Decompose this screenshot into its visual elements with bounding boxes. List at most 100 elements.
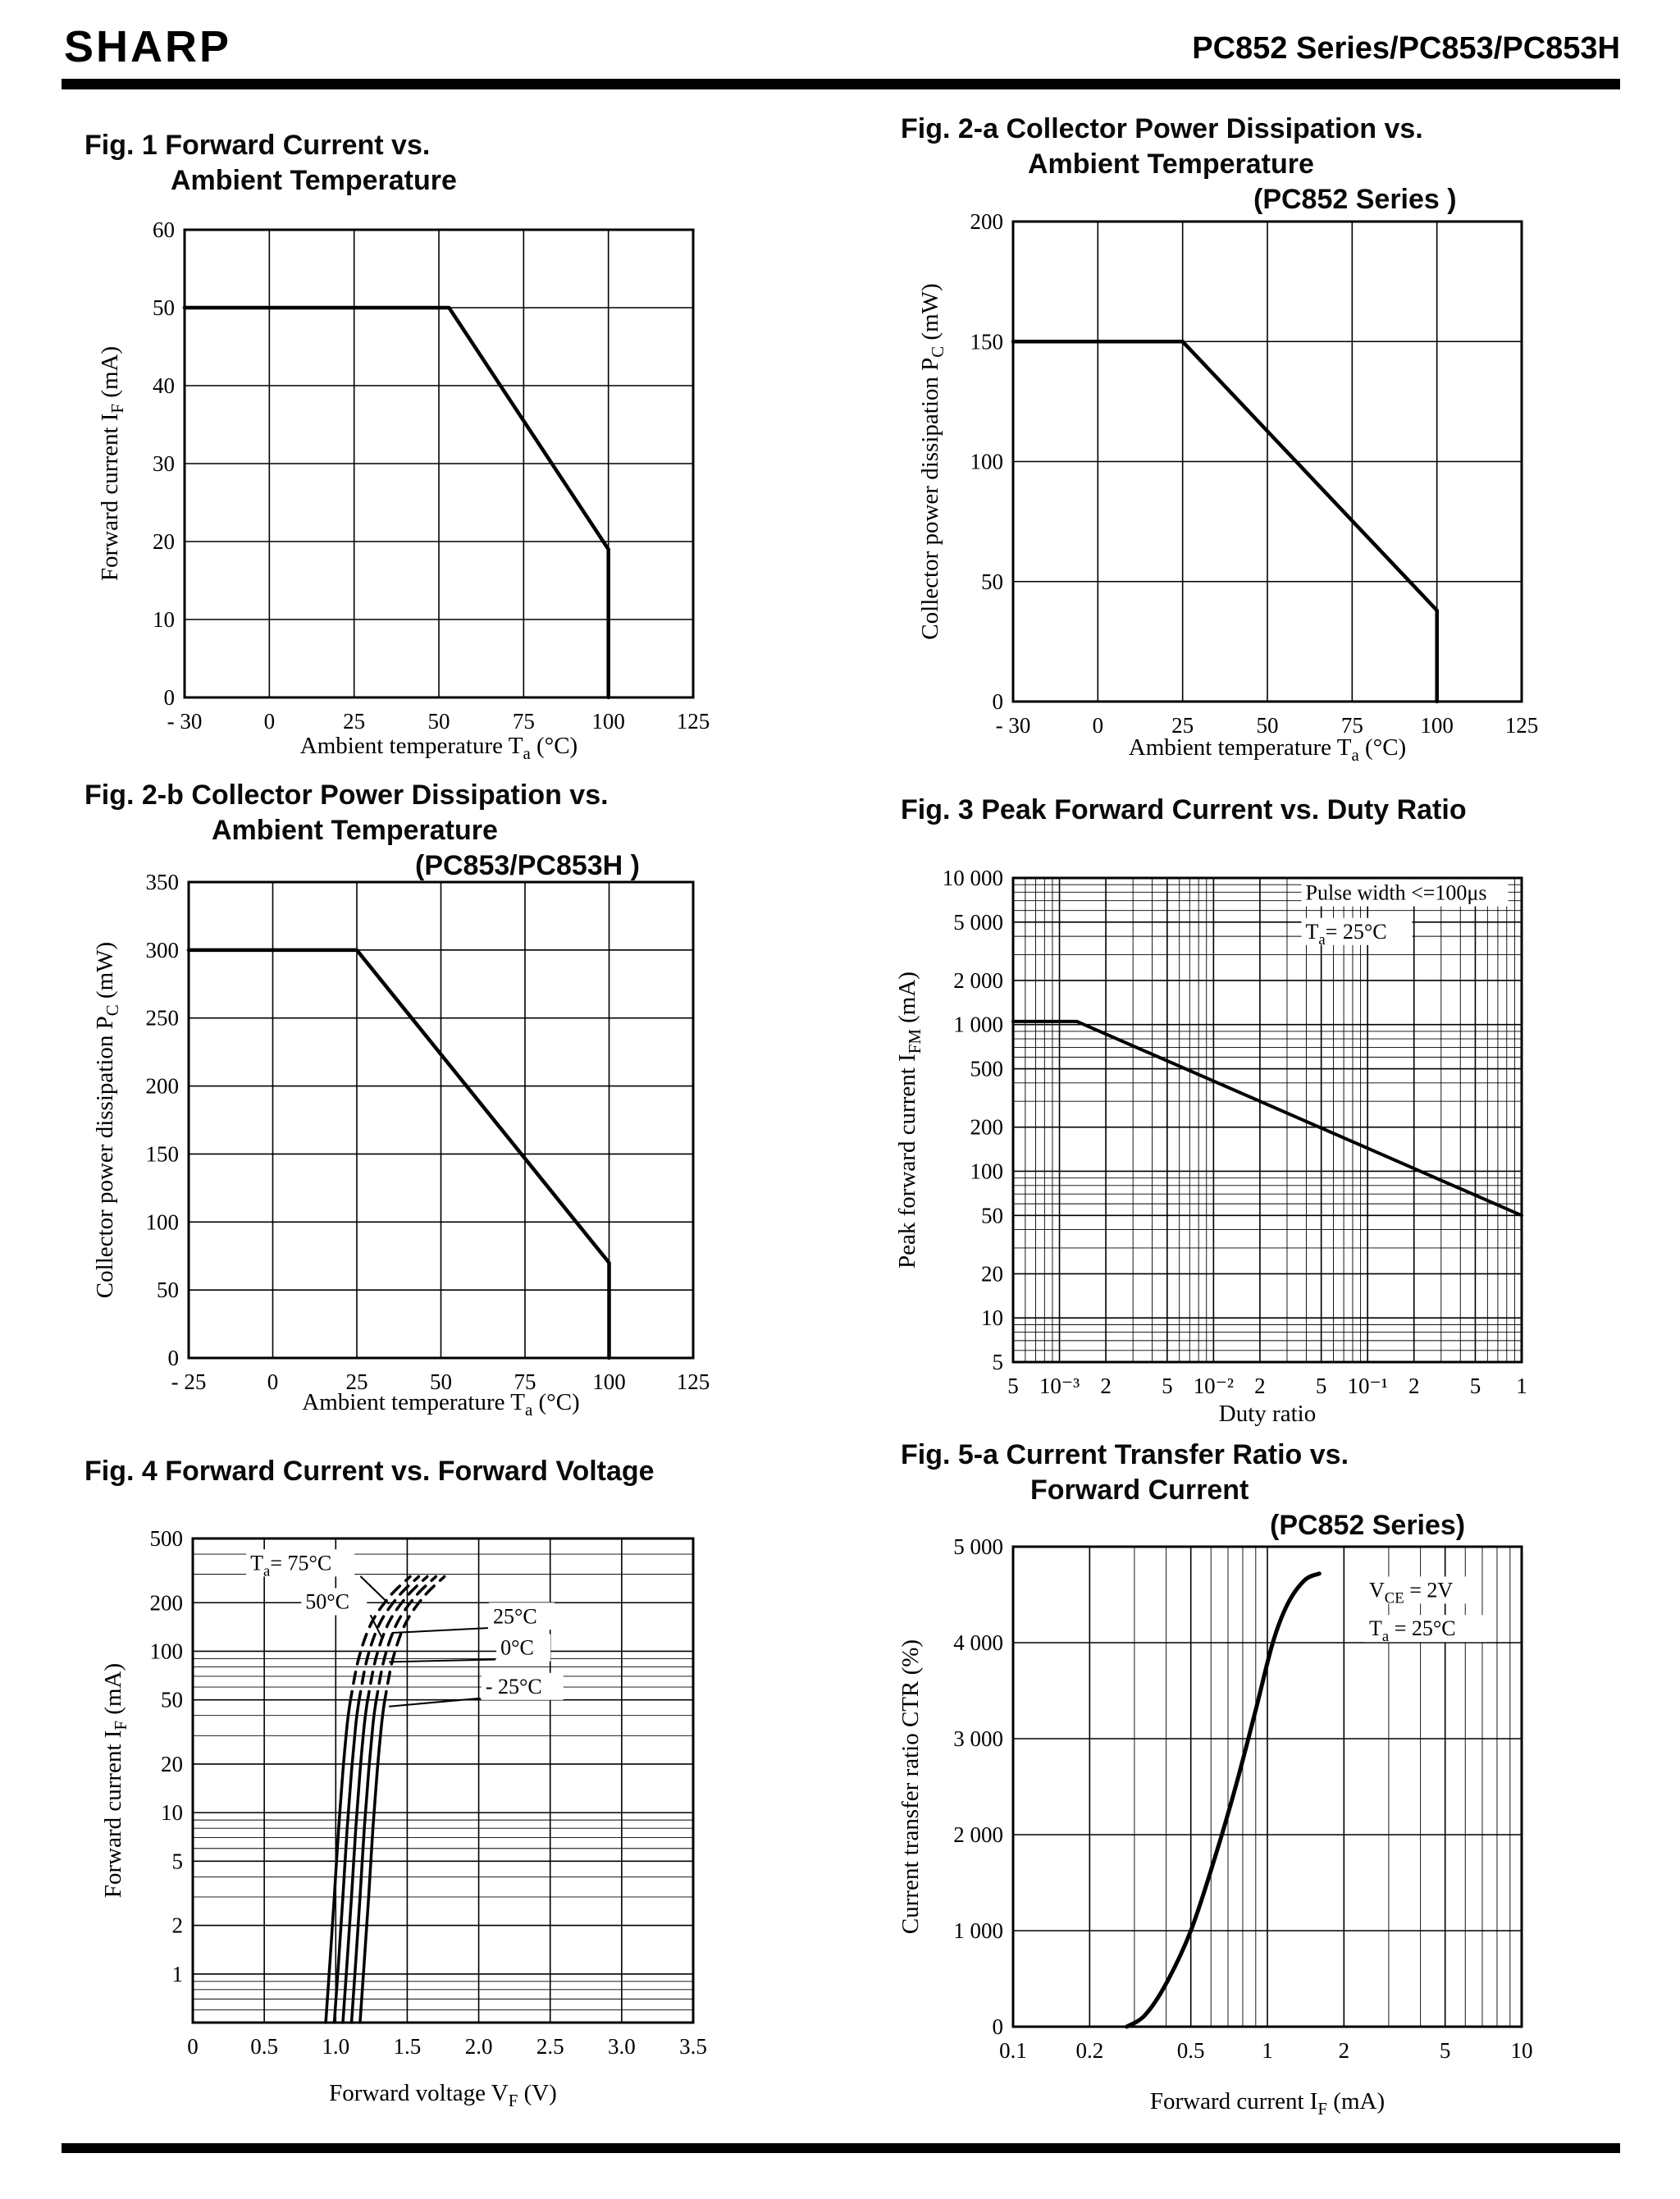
svg-text:0: 0 bbox=[993, 2014, 1004, 2039]
svg-text:Forward current IF (mA): Forward current IF (mA) bbox=[100, 1663, 130, 1898]
svg-text:50: 50 bbox=[981, 1203, 1003, 1228]
svg-text:Ta= 75°C: Ta= 75°C bbox=[250, 1551, 331, 1580]
svg-text:2: 2 bbox=[172, 1913, 184, 1938]
svg-text:2: 2 bbox=[1408, 1374, 1420, 1398]
svg-text:75: 75 bbox=[514, 1369, 536, 1394]
svg-text:1: 1 bbox=[172, 1962, 184, 1986]
svg-text:Ambient temperature Ta (°C): Ambient temperature Ta (°C) bbox=[300, 733, 578, 763]
svg-text:100: 100 bbox=[150, 1639, 184, 1663]
svg-text:5: 5 bbox=[1470, 1374, 1481, 1398]
svg-text:25: 25 bbox=[346, 1369, 368, 1394]
figure-5a-title: Fig. 5-a Current Transfer Ratio vs. Forw… bbox=[901, 1438, 1465, 1543]
figure-4-title: Fig. 4 Forward Current vs. Forward Volta… bbox=[84, 1454, 655, 1489]
svg-text:5 000: 5 000 bbox=[953, 1534, 1003, 1559]
svg-text:50: 50 bbox=[157, 1278, 179, 1302]
figure-1-chart: - 30 0 25 50 75 100 125 0 10 20 30 40 50 60 Ambient te… bbox=[62, 197, 751, 775]
svg-text:50: 50 bbox=[430, 1369, 452, 1394]
figure-5a-chart: 0.1 0.2 0.5 1 2 5 10 0 1 000 2 000 3 000 4 000 5 000… bbox=[890, 1522, 1612, 2133]
svg-text:10: 10 bbox=[1511, 2038, 1533, 2063]
svg-text:250: 250 bbox=[146, 1006, 180, 1031]
svg-text:100: 100 bbox=[592, 1369, 626, 1394]
svg-text:5: 5 bbox=[1316, 1374, 1327, 1398]
svg-text:Ambient temperature Ta (°C): Ambient temperature Ta (°C) bbox=[302, 1389, 579, 1420]
svg-text:200: 200 bbox=[970, 1115, 1004, 1140]
figure-5a-title-line3: (PC852 Series) bbox=[1270, 1510, 1466, 1541]
svg-text:Pulse width <=100μs: Pulse width <=100μs bbox=[1306, 881, 1487, 905]
svg-text:1.5: 1.5 bbox=[394, 2034, 422, 2059]
figure-2b-chart: - 25 0 25 50 75 100 125 0 50 100 150 200 250 300 350 Am… bbox=[62, 853, 751, 1448]
figure-5a-title-line2: Forward Current bbox=[1030, 1474, 1249, 1506]
figure-2b-title-line3: (PC853/PC853H ) bbox=[415, 850, 641, 881]
figure-3-chart: 5 10⁻³ 2 5 10⁻² 2 5 10⁻¹ 2 5 1 5 10 20 50 100 200 500 1 00… bbox=[890, 853, 1612, 1432]
svg-text:20: 20 bbox=[981, 1261, 1003, 1286]
svg-text:0: 0 bbox=[187, 2034, 199, 2059]
svg-text:100: 100 bbox=[146, 1209, 180, 1234]
svg-text:0: 0 bbox=[168, 1346, 180, 1370]
svg-text:100: 100 bbox=[970, 1159, 1004, 1183]
svg-text:75: 75 bbox=[513, 709, 535, 734]
svg-text:500: 500 bbox=[970, 1057, 1004, 1081]
svg-text:0.5: 0.5 bbox=[250, 2034, 278, 2059]
svg-text:Forward voltage VF (V): Forward voltage VF (V) bbox=[329, 2080, 557, 2110]
svg-text:50: 50 bbox=[981, 569, 1003, 594]
svg-text:Ambient temperature Ta (°C): Ambient temperature Ta (°C) bbox=[1129, 734, 1406, 765]
svg-text:Ta = 25°C: Ta = 25°C bbox=[1369, 1616, 1456, 1645]
svg-text:Collector power dissipation PC: Collector power dissipation PC (mW) bbox=[92, 942, 122, 1298]
svg-text:125: 125 bbox=[1505, 713, 1539, 738]
svg-text:50°C: 50°C bbox=[305, 1590, 349, 1614]
svg-text:125: 125 bbox=[677, 1369, 710, 1394]
fig2b-svg: - 25 0 25 50 75 100 125050100150200250300350Am… bbox=[92, 870, 710, 1420]
svg-text:40: 40 bbox=[153, 373, 175, 398]
svg-text:350: 350 bbox=[146, 870, 180, 894]
svg-text:20: 20 bbox=[153, 529, 175, 554]
svg-text:10: 10 bbox=[153, 607, 175, 632]
svg-text:0: 0 bbox=[993, 689, 1004, 714]
svg-text:3.0: 3.0 bbox=[608, 2034, 636, 2059]
svg-text:Forward current IF (mA): Forward current IF (mA) bbox=[97, 346, 127, 581]
svg-text:500: 500 bbox=[150, 1526, 184, 1551]
svg-text:0°C: 0°C bbox=[500, 1636, 534, 1660]
svg-text:25: 25 bbox=[1171, 713, 1194, 738]
svg-text:20: 20 bbox=[161, 1752, 183, 1776]
svg-text:1 000: 1 000 bbox=[953, 1013, 1003, 1037]
svg-text:- 30: - 30 bbox=[996, 713, 1031, 738]
svg-text:0: 0 bbox=[264, 709, 276, 734]
svg-text:2 000: 2 000 bbox=[953, 1822, 1003, 1847]
svg-text:50: 50 bbox=[161, 1688, 183, 1712]
figure-4-title-line1: Fig. 4 Forward Current vs. Forward Volta… bbox=[84, 1456, 655, 1487]
svg-text:100: 100 bbox=[1420, 713, 1454, 738]
svg-text:10 000: 10 000 bbox=[943, 866, 1003, 890]
svg-text:Duty ratio: Duty ratio bbox=[1219, 1401, 1316, 1427]
figure-3-title: Fig. 3 Peak Forward Current vs. Duty Rat… bbox=[901, 793, 1467, 828]
figure-2b-title-line2: Ambient Temperature bbox=[212, 815, 498, 846]
svg-text:2.5: 2.5 bbox=[536, 2034, 564, 2059]
svg-text:25: 25 bbox=[343, 709, 365, 734]
figure-2a-title: Fig. 2-a Collector Power Dissipation vs.… bbox=[901, 112, 1457, 217]
svg-text:25°C: 25°C bbox=[493, 1604, 537, 1628]
figure-2b-title-line1: Fig. 2-b Collector Power Dissipation vs. bbox=[84, 779, 609, 811]
svg-text:3.5: 3.5 bbox=[679, 2034, 707, 2059]
svg-text:2 000: 2 000 bbox=[953, 968, 1003, 993]
svg-text:5 000: 5 000 bbox=[953, 910, 1003, 935]
svg-text:1.0: 1.0 bbox=[322, 2034, 349, 2059]
figure-2a-chart: - 30 0 25 50 75 100 125 0 50 100 150 200 Ambient tem… bbox=[890, 197, 1612, 775]
svg-text:10⁻³: 10⁻³ bbox=[1039, 1374, 1080, 1398]
svg-text:10⁻²: 10⁻² bbox=[1194, 1374, 1234, 1398]
svg-text:Ta= 25°C: Ta= 25°C bbox=[1306, 920, 1387, 949]
svg-text:0.1: 0.1 bbox=[999, 2038, 1027, 2063]
svg-text:1 000: 1 000 bbox=[953, 1918, 1003, 1943]
svg-text:60: 60 bbox=[153, 217, 175, 242]
svg-text:0: 0 bbox=[267, 1369, 279, 1394]
header-rule bbox=[62, 79, 1620, 89]
svg-text:100: 100 bbox=[970, 450, 1004, 474]
figure-2a-title-line3: (PC852 Series ) bbox=[1253, 184, 1457, 215]
svg-text:2: 2 bbox=[1339, 2038, 1350, 2063]
svg-text:5: 5 bbox=[1440, 2038, 1451, 2063]
svg-text:0.2: 0.2 bbox=[1075, 2038, 1103, 2063]
svg-text:3 000: 3 000 bbox=[953, 1726, 1003, 1751]
figure-2a-title-line1: Fig. 2-a Collector Power Dissipation vs. bbox=[901, 113, 1423, 144]
figure-1-title-line1: Fig. 1 Forward Current vs. bbox=[84, 130, 431, 161]
svg-text:75: 75 bbox=[1341, 713, 1363, 738]
svg-text:200: 200 bbox=[150, 1590, 184, 1615]
